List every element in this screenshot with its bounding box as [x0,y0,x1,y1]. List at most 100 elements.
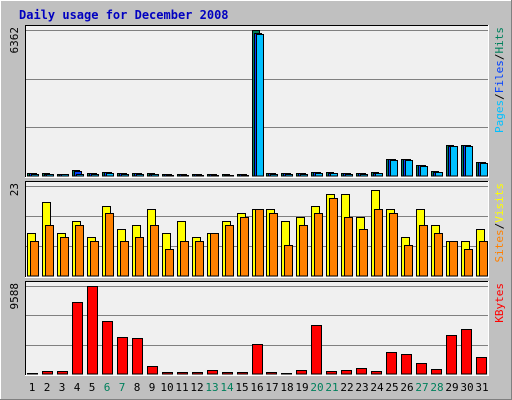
bar-pages-day-3 [61,174,69,177]
bar-sites-day-16 [255,209,264,277]
bar-sites-day-19 [299,225,308,277]
day-label-13: 13 [205,381,218,394]
bar-kbytes-day-14 [222,372,233,375]
day-label-26: 26 [400,381,413,394]
bar-pages-day-25 [390,160,398,177]
day-label-18: 18 [280,381,293,394]
day-label-16: 16 [250,381,263,394]
bar-kbytes-day-1 [27,373,38,375]
day-label-30: 30 [460,381,473,394]
bar-kbytes-day-16 [252,344,263,375]
bar-sites-day-11 [180,241,189,277]
bar-pages-day-5 [91,174,99,177]
legend-entry: / [493,93,506,100]
series-legend: Sites/Visits [493,183,506,263]
day-label-15: 15 [235,381,248,394]
bar-kbytes-day-29 [446,335,457,375]
bar-kbytes-day-6 [102,321,113,375]
ymax-label: 9588 [8,283,21,310]
bar-pages-day-11 [181,175,189,177]
bar-pages-day-4 [76,174,84,177]
bar-sites-day-31 [479,241,488,277]
bar-sites-day-30 [464,249,473,277]
bar-pages-day-2 [46,174,54,177]
bar-pages-day-16 [256,34,264,177]
bar-pages-day-26 [405,160,413,177]
bar-pages-day-6 [106,173,114,177]
bar-pages-day-10 [166,175,174,177]
bar-pages-day-29 [450,146,458,177]
bar-sites-day-15 [240,217,249,277]
day-label-5: 5 [89,381,96,394]
bar-kbytes-day-10 [162,372,173,375]
day-label-20: 20 [310,381,323,394]
day-label-28: 28 [430,381,443,394]
legend-entry: / [493,223,506,230]
legend-entry: Sites [493,229,506,262]
bar-sites-day-21 [329,198,338,277]
day-label-21: 21 [325,381,338,394]
day-label-22: 22 [340,381,353,394]
bar-kbytes-day-15 [237,372,248,375]
bar-sites-day-6 [105,213,114,277]
bar-sites-day-17 [269,213,278,277]
bar-kbytes-day-24 [371,371,382,375]
bar-pages-day-28 [435,172,443,177]
day-label-19: 19 [295,381,308,394]
day-label-6: 6 [104,381,111,394]
bar-sites-day-18 [284,245,293,277]
day-label-1: 1 [29,381,36,394]
bar-sites-day-7 [120,241,129,277]
bar-pages-day-24 [375,173,383,177]
chart-title: Daily usage for December 2008 [19,8,229,22]
bar-pages-day-9 [151,174,159,177]
day-label-27: 27 [415,381,428,394]
bar-kbytes-day-17 [266,372,277,375]
bar-kbytes-day-26 [401,354,412,375]
bar-kbytes-day-9 [147,366,158,375]
legend-entry: KBytes [493,283,506,323]
bar-sites-day-28 [434,233,443,277]
bar-kbytes-day-3 [57,371,68,375]
legend-entry: / [493,54,506,61]
day-label-25: 25 [385,381,398,394]
bar-sites-day-24 [374,209,383,277]
panel-kbytes: 9588 KBytes [8,281,506,376]
bar-pages-day-31 [480,163,488,177]
bar-sites-day-29 [449,241,458,277]
day-label-4: 4 [74,381,81,394]
bar-pages-day-30 [465,146,473,177]
bar-kbytes-day-25 [386,352,397,375]
bar-sites-day-4 [75,225,84,277]
day-label-10: 10 [160,381,173,394]
bar-pages-day-18 [285,174,293,177]
bar-sites-day-10 [165,249,174,277]
bar-pages-day-27 [420,166,428,177]
legend-entry: Files [493,60,506,93]
day-label-3: 3 [59,381,66,394]
bar-sites-day-26 [404,245,413,277]
legend-entry: Pages [493,100,506,133]
bar-kbytes-day-11 [177,372,188,375]
day-label-2: 2 [44,381,51,394]
bar-sites-day-13 [210,233,219,277]
bar-kbytes-day-4 [72,302,83,375]
day-label-12: 12 [190,381,203,394]
day-label-9: 9 [149,381,156,394]
series-legend: KBytes [493,283,506,323]
day-label-23: 23 [355,381,368,394]
bar-kbytes-day-12 [192,372,203,375]
ymax-label: 6362 [8,27,21,54]
bar-kbytes-day-19 [296,370,307,375]
bar-kbytes-day-7 [117,337,128,375]
bar-sites-day-14 [225,225,234,277]
ymax-label: 23 [8,183,21,196]
bar-sites-day-23 [359,229,368,277]
bar-pages-day-7 [121,174,129,177]
bar-pages-day-12 [196,175,204,177]
bar-pages-day-13 [211,175,219,177]
bar-pages-day-20 [315,173,323,177]
day-label-24: 24 [370,381,384,394]
